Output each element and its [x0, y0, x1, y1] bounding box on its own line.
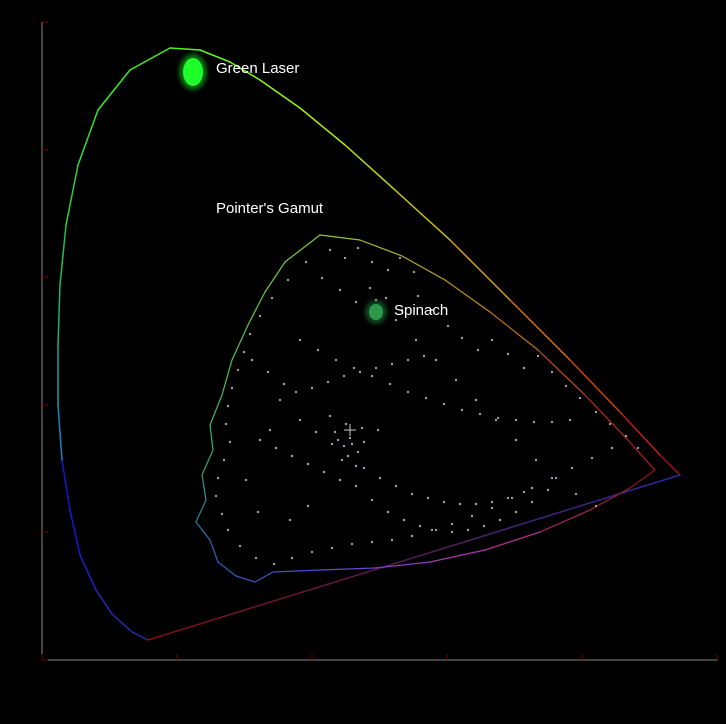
green-laser-marker — [183, 58, 203, 86]
spinach-marker — [369, 304, 383, 320]
chromaticity-chart: Green Laser Pointer's Gamut Spinach — [0, 0, 726, 724]
chart-svg — [0, 0, 726, 724]
